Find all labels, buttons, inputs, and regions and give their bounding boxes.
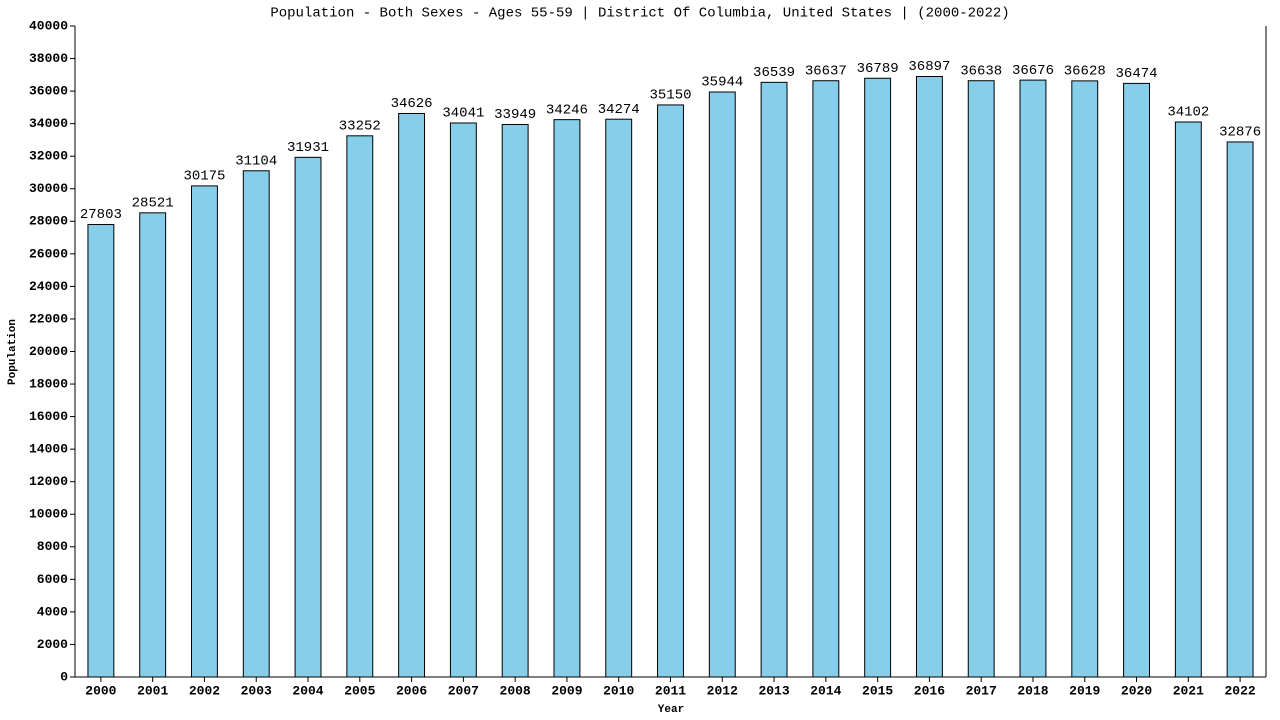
bar [191,185,218,678]
value-label: 32876 [1219,125,1261,141]
y-tick-label: 0 [60,669,68,684]
y-tick-label: 38000 [29,51,68,66]
bar [501,123,529,678]
x-tick-label: 2022 [1224,683,1255,698]
x-tick-label: 2000 [85,683,116,698]
y-tick-label: 40000 [29,18,68,33]
y-tick-label: 2000 [37,637,68,652]
bar [760,81,788,678]
bar [294,156,322,678]
x-tick-label: 2019 [1069,683,1100,698]
y-tick-label: 8000 [37,539,68,554]
x-tick-label: 2020 [1121,683,1152,698]
bar [1174,121,1202,678]
value-label: 30175 [183,169,225,185]
y-tick-label: 30000 [29,181,68,196]
value-label: 34102 [1167,105,1209,121]
bar [915,76,943,678]
x-tick-label: 2001 [137,683,168,698]
value-label: 34246 [546,102,588,118]
x-tick-label: 2011 [655,683,686,698]
value-label: 33949 [494,107,536,123]
value-label: 31104 [235,153,277,169]
value-label: 35944 [701,75,743,91]
y-tick-label: 22000 [29,311,68,326]
y-tick-label: 20000 [29,344,68,359]
y-axis-title: Population [7,319,19,385]
y-tick-label: 12000 [29,474,68,489]
value-label: 28521 [132,196,174,212]
value-label: 36637 [805,63,847,79]
x-tick-label: 2018 [1017,683,1048,698]
value-label: 36897 [908,59,950,75]
y-tick-label: 6000 [37,572,68,587]
bar [346,135,374,678]
x-tick-label: 2015 [862,683,893,698]
bar [139,212,167,678]
y-tick-label: 14000 [29,442,68,457]
bar [449,122,477,678]
bar [87,224,115,678]
bar [708,91,736,678]
x-tick-label: 2005 [344,683,375,698]
y-tick-label: 4000 [37,604,68,619]
bar [1019,79,1047,678]
x-tick-label: 2017 [966,683,997,698]
y-tick-label: 28000 [29,214,68,229]
y-tick-label: 18000 [29,376,68,391]
x-tick-label: 2006 [396,683,427,698]
value-label: 36789 [857,61,899,77]
bar [398,112,426,678]
value-label: 27803 [80,207,122,223]
x-tick-label: 2014 [810,683,841,698]
value-label: 34041 [442,106,484,122]
bar [1123,82,1150,678]
value-label: 36539 [753,65,795,81]
x-tick-label: 2004 [292,683,323,698]
x-tick-label: 2010 [603,683,634,698]
bar [864,77,892,678]
y-tick-label: 32000 [29,149,68,164]
bar [967,80,995,678]
y-tick-label: 36000 [29,84,68,99]
x-axis-title: Year [658,704,684,716]
y-tick-label: 10000 [29,507,68,522]
y-tick-label: 16000 [29,409,68,424]
x-tick-label: 2016 [914,683,945,698]
bar [605,118,633,678]
x-tick-label: 2012 [707,683,738,698]
bar [1226,141,1254,678]
x-tick-label: 2021 [1173,683,1204,698]
chart-title: Population - Both Sexes - Ages 55-59 | D… [270,6,1009,22]
value-label: 34626 [391,96,433,112]
bar [553,119,581,678]
value-label: 36474 [1116,66,1158,82]
bar [657,104,684,678]
value-label: 31931 [287,140,329,156]
x-tick-label: 2002 [189,683,220,698]
bar [1071,80,1099,678]
x-tick-label: 2003 [241,683,272,698]
y-tick-label: 26000 [29,246,68,261]
value-label: 36628 [1064,64,1106,80]
value-label: 35150 [649,88,691,104]
y-tick-label: 24000 [29,279,68,294]
x-tick-label: 2013 [758,683,789,698]
value-label: 34274 [598,102,640,118]
value-label: 36638 [960,63,1002,79]
bar [812,80,840,678]
value-label: 33252 [339,119,381,135]
x-tick-label: 2007 [448,683,479,698]
x-tick-label: 2008 [500,683,531,698]
value-label: 36676 [1012,63,1054,79]
bar [242,170,270,678]
x-tick-label: 2009 [551,683,582,698]
y-tick-label: 34000 [29,116,68,131]
